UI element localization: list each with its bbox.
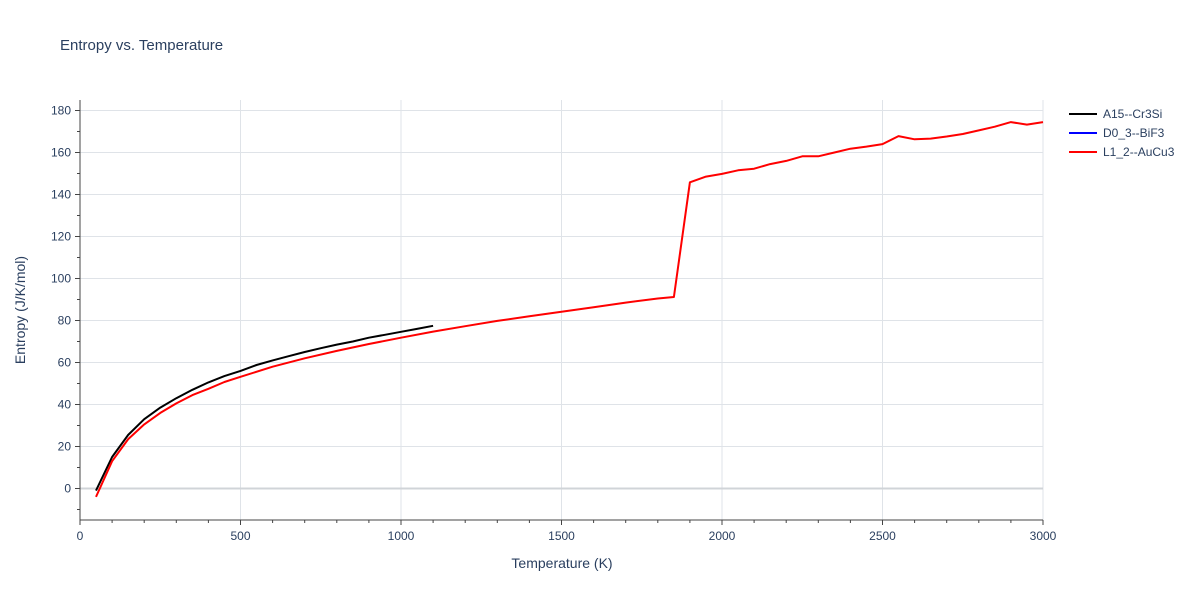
y-tick-label: 120: [51, 230, 71, 244]
y-tick-label: 160: [51, 146, 71, 160]
legend-label: D0_3--BiF3: [1103, 126, 1165, 140]
x-tick-label: 0: [77, 529, 84, 543]
x-tick-label: 2500: [869, 529, 896, 543]
series-line-l1-2-aucu3: [95, 121, 1044, 498]
gridlines: [80, 100, 1044, 520]
y-axis-ticks: 0 20 40 60 80 100 120 140 160 180: [51, 104, 80, 510]
chart-title: Entropy vs. Temperature: [60, 37, 223, 54]
y-tick-label: 40: [58, 398, 72, 412]
legend[interactable]: A15--Cr3Si D0_3--BiF3 L1_2--AuCu3: [1069, 107, 1175, 159]
x-axis-title: Temperature (K): [511, 555, 612, 571]
legend-item[interactable]: D0_3--BiF3: [1069, 126, 1165, 140]
y-tick-label: 60: [58, 356, 72, 370]
legend-item[interactable]: A15--Cr3Si: [1069, 107, 1162, 121]
y-tick-label: 20: [58, 440, 72, 454]
plot-area: [95, 121, 1044, 498]
x-tick-label: 1000: [388, 529, 415, 543]
y-tick-label: 0: [64, 482, 71, 496]
x-axis-ticks: 0 500 1000 1500 2000 2500 3000: [77, 520, 1057, 543]
series-line-a15-cr3si: [95, 324, 434, 492]
y-tick-label: 80: [58, 314, 72, 328]
legend-item[interactable]: L1_2--AuCu3: [1069, 145, 1175, 159]
x-tick-label: 500: [230, 529, 250, 543]
x-tick-label: 2000: [709, 529, 736, 543]
legend-label: L1_2--AuCu3: [1103, 145, 1175, 159]
y-tick-label: 180: [51, 104, 71, 118]
y-tick-label: 140: [51, 188, 71, 202]
y-tick-label: 100: [51, 272, 71, 286]
y-axis-title: Entropy (J/K/mol): [12, 256, 28, 364]
x-tick-label: 1500: [548, 529, 575, 543]
x-tick-label: 3000: [1030, 529, 1057, 543]
legend-label: A15--Cr3Si: [1103, 107, 1162, 121]
